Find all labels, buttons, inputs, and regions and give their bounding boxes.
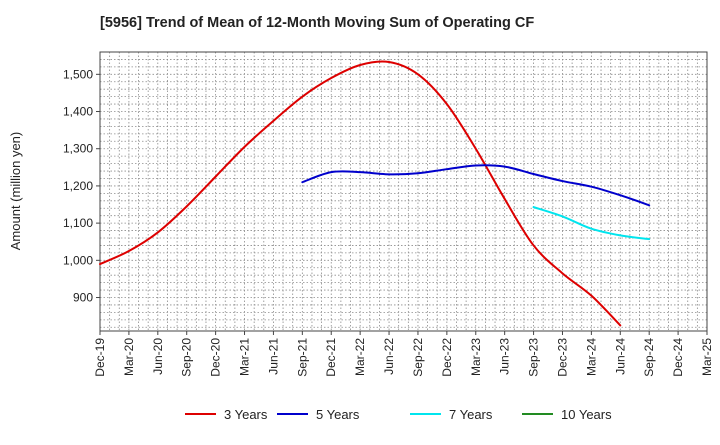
legend-label-10-years: 10 Years	[561, 407, 612, 422]
series-line-7-years	[532, 206, 651, 241]
y-tick-label: 1,000	[63, 253, 93, 267]
x-tick-label: Jun-21	[266, 338, 280, 375]
series-layer	[99, 60, 651, 327]
x-tick-label: Jun-24	[613, 338, 627, 375]
legend: 3 Years 5 Years 7 Years 10 Years	[185, 407, 612, 422]
x-tick-label: Mar-20	[122, 338, 136, 376]
y-tick-label: 1,500	[63, 67, 93, 81]
plot-border	[99, 51, 708, 332]
plot-area	[100, 52, 707, 331]
x-tick-label: Sep-21	[295, 338, 309, 377]
chart-title: [5956] Trend of Mean of 12-Month Moving …	[100, 15, 534, 31]
y-axis-label: Amount (million yen)	[8, 132, 23, 251]
y-tick-label: 1,100	[63, 216, 93, 230]
x-tick-label: Sep-23	[527, 338, 541, 377]
series-line-3-years	[99, 60, 622, 327]
legend-label-3-years: 3 Years	[224, 407, 268, 422]
x-tick-label: Mar-21	[238, 338, 252, 376]
x-tick-label: Jun-22	[382, 338, 396, 375]
x-tick-label: Sep-20	[180, 338, 194, 377]
x-tick-label: Jun-23	[498, 338, 512, 375]
x-tick-label: Sep-22	[411, 338, 425, 377]
y-tick-label: 1,300	[63, 142, 93, 156]
series-line-5-years	[301, 164, 651, 207]
grid-layer	[99, 51, 708, 331]
x-tick-label: Mar-22	[353, 338, 367, 376]
x-tick-label: Jun-20	[151, 338, 165, 375]
y-tick-label: 1,400	[63, 105, 93, 119]
x-tick-label: Dec-20	[209, 338, 223, 377]
x-tick-label: Dec-24	[671, 338, 685, 377]
x-tick-label: Mar-24	[584, 338, 598, 376]
x-tick-label: Mar-23	[469, 338, 483, 376]
y-tick-label: 900	[73, 291, 93, 305]
x-tick-label: Sep-24	[642, 338, 656, 377]
x-tick-label: Dec-23	[555, 338, 569, 377]
x-tick-label: Dec-21	[324, 338, 338, 377]
x-tick-label: Dec-19	[93, 338, 107, 377]
y-tick-label: 1,200	[63, 179, 93, 193]
legend-label-7-years: 7 Years	[449, 407, 493, 422]
legend-label-5-years: 5 Years	[316, 407, 360, 422]
axis-layer: 900 1,000 1,100 1,200 1,300 1,400 1,500 Dec-19 M…	[63, 51, 714, 377]
x-tick-label: Mar-25	[700, 338, 714, 376]
x-tick-label: Dec-22	[440, 338, 454, 377]
